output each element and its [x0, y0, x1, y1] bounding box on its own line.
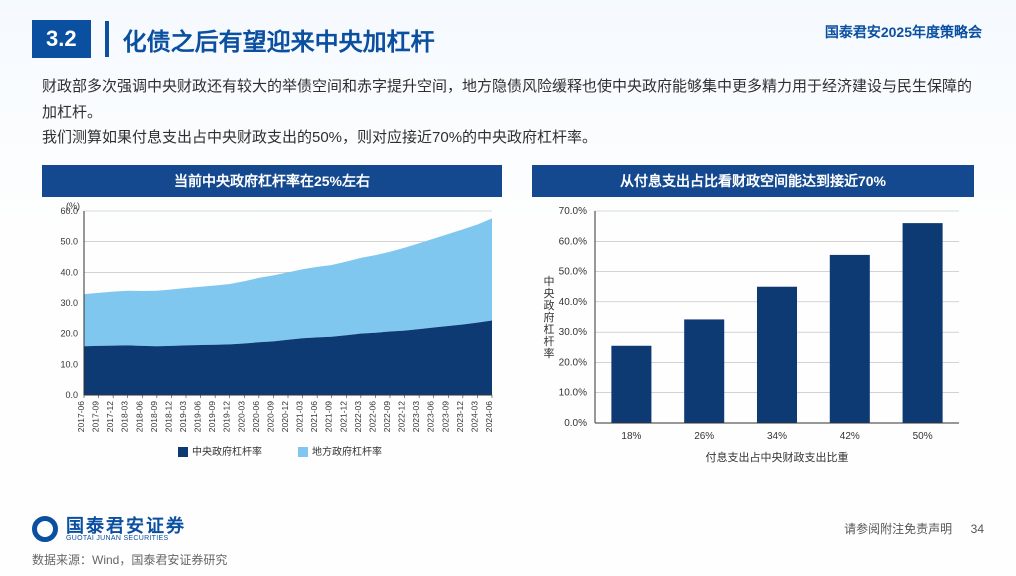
left-chart-svg: 0.010.020.030.040.050.060.0(%)2017-06201… — [42, 197, 502, 467]
svg-text:0.0%: 0.0% — [564, 418, 587, 429]
svg-text:50.0%: 50.0% — [559, 266, 587, 277]
logo-english: GUOTAI JUNAN SECURITIES — [66, 535, 186, 542]
paragraph-2: 我们测算如果付息支出占中央财政支出的50%，则对应接近70%的中央政府杠杆率。 — [42, 125, 974, 151]
svg-text:2024-06: 2024-06 — [484, 400, 494, 431]
svg-text:付息支出占中央财政支出比重: 付息支出占中央财政支出比重 — [706, 450, 849, 464]
svg-text:2024-03: 2024-03 — [469, 400, 479, 431]
svg-text:30.0: 30.0 — [60, 298, 78, 308]
left-chart: 当前中央政府杠杆率在25%左右 0.010.020.030.040.050.06… — [42, 165, 502, 467]
svg-text:中央政府杠杆率: 中央政府杠杆率 — [192, 445, 262, 458]
svg-text:(%): (%) — [66, 201, 80, 211]
svg-text:2022-06: 2022-06 — [367, 400, 377, 431]
data-source: 数据来源：Wind，国泰君安证券研究 — [32, 551, 227, 568]
svg-text:2023-09: 2023-09 — [440, 400, 450, 431]
title-divider — [105, 21, 109, 57]
svg-text:中: 中 — [544, 275, 555, 288]
svg-text:2017-12: 2017-12 — [105, 400, 115, 431]
svg-text:率: 率 — [544, 346, 555, 360]
svg-text:18%: 18% — [621, 431, 641, 442]
svg-text:2021-03: 2021-03 — [295, 400, 305, 431]
svg-text:政: 政 — [544, 298, 555, 312]
svg-text:2020-03: 2020-03 — [236, 400, 246, 431]
svg-text:20.0: 20.0 — [60, 328, 78, 338]
svg-text:2017-09: 2017-09 — [91, 400, 101, 431]
svg-text:2023-03: 2023-03 — [411, 400, 421, 431]
svg-text:26%: 26% — [694, 431, 714, 442]
svg-text:2023-06: 2023-06 — [426, 400, 436, 431]
footer: 国泰君安证券 GUOTAI JUNAN SECURITIES 请参阅附注免责声明… — [32, 516, 984, 542]
svg-text:40.0%: 40.0% — [559, 296, 587, 307]
svg-text:0.0: 0.0 — [65, 390, 78, 400]
svg-text:央: 央 — [544, 287, 555, 300]
right-chart-title: 从付息支出占比看财政空间能达到接近70% — [532, 165, 974, 197]
svg-text:2021-09: 2021-09 — [324, 400, 334, 431]
svg-text:2017-06: 2017-06 — [76, 400, 86, 431]
svg-text:60.0%: 60.0% — [559, 236, 587, 247]
right-chart: 从付息支出占比看财政空间能达到接近70% 0.0% 10.0% 20.0% 30.0%… — [532, 165, 974, 467]
left-chart-title: 当前中央政府杠杆率在25%左右 — [42, 165, 502, 197]
svg-text:2019-12: 2019-12 — [222, 400, 232, 431]
svg-text:2021-06: 2021-06 — [309, 400, 319, 431]
svg-text:2018-06: 2018-06 — [134, 400, 144, 431]
svg-text:2023-12: 2023-12 — [455, 400, 465, 431]
svg-text:2019-09: 2019-09 — [207, 400, 217, 431]
disclaimer-text: 请参阅附注免责声明 — [844, 522, 952, 536]
svg-text:杠: 杠 — [544, 323, 555, 336]
svg-text:40.0: 40.0 — [60, 267, 78, 277]
svg-text:杆: 杆 — [544, 334, 555, 348]
svg-text:30.0%: 30.0% — [559, 327, 587, 338]
section-badge: 3.2 — [32, 20, 91, 58]
logo-chinese: 国泰君安证券 — [66, 517, 186, 535]
svg-text:42%: 42% — [840, 431, 860, 442]
svg-text:2019-03: 2019-03 — [178, 400, 188, 431]
charts-row: 当前中央政府杠杆率在25%左右 0.0 10.0 20.0 30.0 40.0 50.0 6… — [42, 165, 974, 467]
svg-text:地方政府杠杆率: 地方政府杠杆率 — [312, 445, 382, 458]
svg-text:50.0: 50.0 — [60, 236, 78, 246]
slide-title: 化债之后有望迎来中央加杠杆 — [123, 22, 435, 57]
svg-text:10.0: 10.0 — [60, 359, 78, 369]
svg-text:2020-09: 2020-09 — [265, 400, 275, 431]
paragraph-1: 财政部多次强调中央财政还有较大的举债空间和赤字提升空间，地方隐债风险缓释也使中央… — [42, 74, 974, 125]
svg-text:2019-06: 2019-06 — [193, 400, 203, 431]
svg-text:10.0%: 10.0% — [559, 387, 587, 398]
svg-text:2020-12: 2020-12 — [280, 400, 290, 431]
slide-root: 3.2 化债之后有望迎来中央加杠杆 国泰君安2025年度策略会 财政部多次强调中… — [0, 0, 1016, 576]
svg-text:2022-09: 2022-09 — [382, 400, 392, 431]
svg-text:2018-09: 2018-09 — [149, 400, 159, 431]
logo-text: 国泰君安证券 GUOTAI JUNAN SECURITIES — [66, 517, 186, 542]
svg-text:2018-12: 2018-12 — [163, 400, 173, 431]
svg-text:2021-12: 2021-12 — [338, 400, 348, 431]
body-text: 财政部多次强调中央财政还有较大的举债空间和赤字提升空间，地方隐债风险缓释也使中央… — [42, 74, 974, 151]
right-chart-svg: 0.0% 10.0% 20.0% 30.0% 40.0% 50.0% 60.0% 70.0% 1… — [533, 197, 973, 467]
page-number: 34 — [971, 522, 984, 536]
svg-text:50%: 50% — [913, 431, 933, 442]
svg-text:2022-03: 2022-03 — [353, 400, 363, 431]
svg-text:府: 府 — [544, 310, 555, 324]
svg-text:2020-06: 2020-06 — [251, 400, 261, 431]
svg-text:2018-03: 2018-03 — [120, 400, 130, 431]
footer-right: 请参阅附注免责声明 34 — [844, 520, 984, 538]
svg-text:2022-12: 2022-12 — [397, 400, 407, 431]
svg-text:20.0%: 20.0% — [559, 357, 587, 368]
svg-text:34%: 34% — [767, 431, 787, 442]
company-logo: 国泰君安证券 GUOTAI JUNAN SECURITIES — [32, 516, 186, 542]
conference-label: 国泰君安2025年度策略会 — [825, 22, 982, 42]
logo-ring-icon — [32, 516, 58, 542]
svg-text:70.0%: 70.0% — [559, 206, 587, 217]
